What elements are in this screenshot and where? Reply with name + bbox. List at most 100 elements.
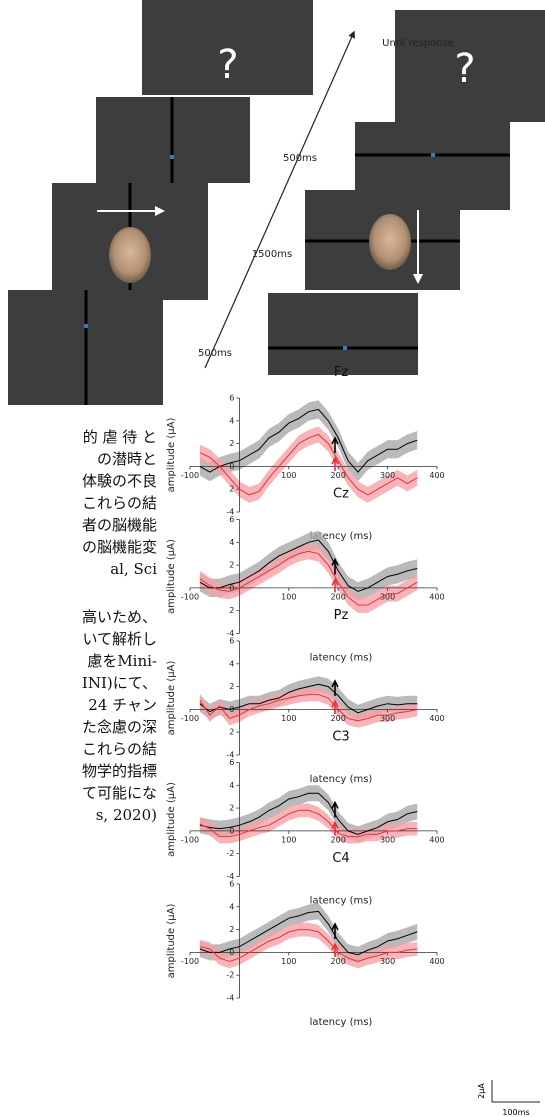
x-tick-label: 200: [331, 835, 346, 844]
plot-title: Pz: [334, 608, 349, 623]
diagram: ? ? Until response 500ms 1500ms 500ms: [8, 0, 545, 405]
text-line: 慮をMini-: [87, 652, 157, 670]
face: [369, 214, 411, 270]
y-tick-label: 4: [229, 781, 234, 790]
x-tick-label: 100: [281, 957, 296, 966]
y-tick-label: 2: [229, 561, 234, 570]
x-tick-label: 100: [281, 714, 296, 723]
text-line: s, 2020): [96, 806, 157, 824]
x-tick-label: 100: [281, 471, 296, 480]
x-tick-label: 300: [380, 957, 395, 966]
fixation-dot: [431, 153, 435, 157]
y-axis-label: amplitude (µA): [166, 661, 177, 736]
x-tick-label: 100: [281, 592, 296, 601]
x-tick-label: -100: [181, 592, 199, 601]
page: ? ? Until response 500ms 1500ms 500ms 的 …: [0, 0, 545, 1117]
y-tick-label: 6: [229, 637, 234, 646]
x-axis-label: latency (ms): [310, 653, 373, 664]
x-tick-label: -100: [181, 471, 199, 480]
y-tick-label: 6: [229, 394, 234, 403]
text-line: これらの結: [82, 494, 157, 512]
fixation-dot: [84, 324, 88, 328]
y-tick-label: 2: [229, 439, 234, 448]
x-tick-label: 400: [429, 714, 444, 723]
text-line: 者の脳機能: [82, 516, 157, 534]
y-tick-label: 4: [229, 538, 234, 547]
text-line: て可能にな: [82, 784, 157, 802]
x-tick-label: 200: [331, 714, 346, 723]
text-line: 24 チャン: [88, 696, 157, 714]
face: [109, 227, 151, 283]
page-canvas: ? ? Until response 500ms 1500ms 500ms 的 …: [0, 0, 545, 1117]
scale-label: 2µA: [477, 1083, 486, 1099]
x-tick-label: -100: [181, 957, 199, 966]
x-tick-label: 200: [331, 592, 346, 601]
x-tick-label: 300: [380, 471, 395, 480]
x-tick-label: 400: [429, 957, 444, 966]
y-tick-label: 2: [229, 804, 234, 813]
question-mark: ?: [217, 42, 238, 88]
x-tick-label: 100: [281, 835, 296, 844]
text-line: 体験の不良: [82, 472, 157, 490]
timing: 500ms: [283, 153, 317, 164]
text-line: 高いため、: [82, 608, 157, 626]
text-line: 物学的指標: [82, 762, 157, 780]
x-tick-label: 400: [429, 835, 444, 844]
y-tick-label: 4: [229, 416, 234, 425]
y-tick-label: -2: [226, 971, 234, 980]
x-tick-label: 200: [331, 957, 346, 966]
y-tick-label: -4: [226, 994, 234, 1003]
y-tick-label: 2: [229, 682, 234, 691]
text-line: た念慮の深: [82, 718, 157, 736]
fixation-dot: [343, 346, 347, 350]
x-tick-label: 400: [429, 592, 444, 601]
x-tick-label: 200: [331, 471, 346, 480]
y-tick-label: 4: [229, 659, 234, 668]
y-tick-label: 6: [229, 515, 234, 524]
x-axis-label: latency (ms): [310, 1017, 373, 1028]
fixation-dot: [170, 155, 174, 159]
x-tick-label: 400: [429, 471, 444, 480]
y-tick-label: 2: [229, 728, 234, 737]
screen: [268, 293, 418, 375]
x-axis-label: latency (ms): [310, 774, 373, 785]
y-tick-label: -2: [226, 849, 234, 858]
text-line: の潜時と: [97, 450, 157, 468]
x-tick-label: -100: [181, 835, 199, 844]
plot-title: C4: [332, 851, 349, 866]
y-axis-label: amplitude (µA): [166, 782, 177, 857]
text-line: これらの結: [82, 740, 157, 758]
x-tick-label: -100: [181, 714, 199, 723]
text-line: al, Sci: [110, 560, 157, 578]
plot-title: Fz: [334, 365, 348, 380]
text-line: の脳機能変: [82, 538, 157, 556]
y-tick-label: 6: [229, 758, 234, 767]
text-line: いて解析し: [82, 630, 157, 648]
scale-label: 100ms: [502, 1108, 529, 1117]
y-tick-label: 6: [229, 880, 234, 889]
y-axis-label: amplitude (µA): [166, 418, 177, 493]
y-axis-label: amplitude (µA): [166, 539, 177, 614]
plot-title: C3: [332, 730, 349, 745]
text-line: 的 虐 待 と: [83, 428, 157, 446]
y-tick-label: 2: [229, 606, 234, 615]
y-tick-label: 4: [229, 902, 234, 911]
text-line: INI)にて、: [82, 674, 157, 692]
scale-bar: 2µA 100ms: [477, 1080, 540, 1117]
x-tick-label: 300: [380, 835, 395, 844]
y-tick-label: 2: [229, 485, 234, 494]
y-axis-label: amplitude (µA): [166, 904, 177, 979]
plot-title: Cz: [333, 487, 349, 502]
question-mark: ?: [454, 46, 475, 92]
timing: 1500ms: [252, 249, 292, 260]
timing: Until response: [382, 38, 454, 49]
timing: 500ms: [198, 348, 232, 359]
y-tick-label: 2: [229, 925, 234, 934]
